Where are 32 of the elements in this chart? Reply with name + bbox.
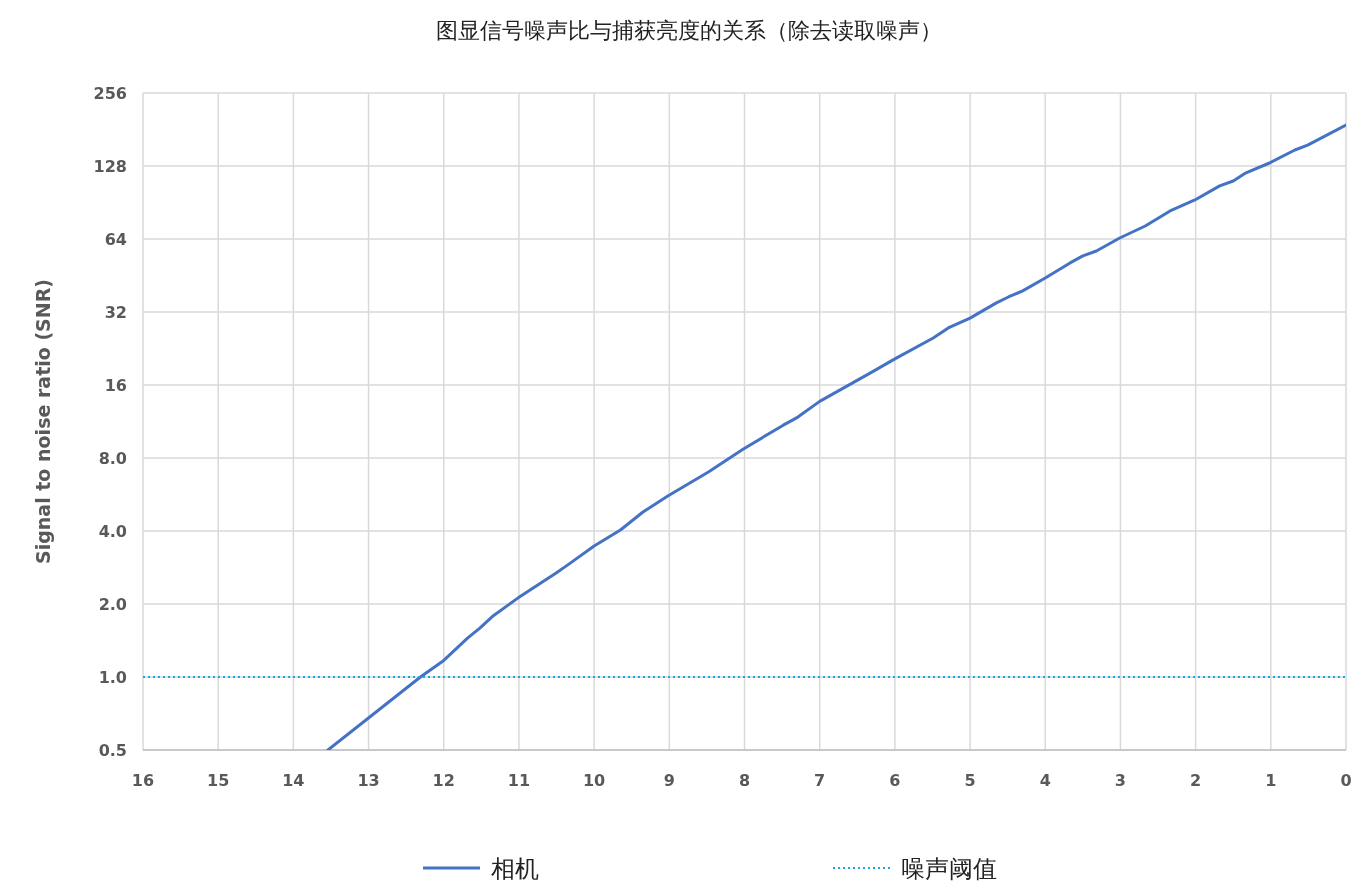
x-tick-label: 6	[889, 771, 901, 790]
y-tick-label: 4.0	[98, 522, 127, 541]
y-tick-label: 8.0	[98, 449, 127, 468]
y-tick-label: 2.0	[98, 595, 127, 614]
x-tick-label: 7	[814, 771, 826, 790]
x-tick-label: 14	[282, 771, 305, 790]
line-series	[326, 123, 1346, 750]
x-tick-label: 8	[738, 771, 751, 790]
y-tick-label: 1.0	[98, 668, 127, 687]
x-tick-label: 11	[507, 771, 531, 790]
legend-label: 噪声阈值	[901, 855, 997, 883]
x-tick-label: 16	[131, 771, 155, 790]
x-tick-label: 2	[1190, 771, 1202, 790]
chart-title: 图显信号噪声比与捕获亮度的关系（除去读取噪声）	[435, 18, 942, 43]
x-tick-label: 3	[1114, 771, 1127, 790]
y-tick-label: 16	[104, 376, 127, 395]
x-tick-label: 9	[663, 771, 675, 790]
legend-label: 相机	[491, 855, 539, 883]
y-tick-label: 256	[93, 84, 127, 103]
x-tick-label: 4	[1039, 771, 1051, 790]
y-tick-label: 64	[104, 230, 127, 249]
y-axis-title: Signal to noise ratio (SNR)	[32, 279, 54, 564]
x-tick-label: 0	[1340, 771, 1352, 790]
y-tick-label: 128	[93, 157, 127, 176]
x-tick-label: 5	[964, 771, 976, 790]
x-tick-label: 1	[1265, 771, 1277, 790]
x-tick-label: 13	[357, 771, 380, 790]
x-tick-label: 15	[207, 771, 230, 790]
y-tick-label: 0.5	[98, 741, 127, 760]
x-tick-label: 10	[582, 771, 606, 790]
y-tick-label: 32	[104, 303, 127, 322]
x-tick-label: 12	[432, 771, 455, 790]
